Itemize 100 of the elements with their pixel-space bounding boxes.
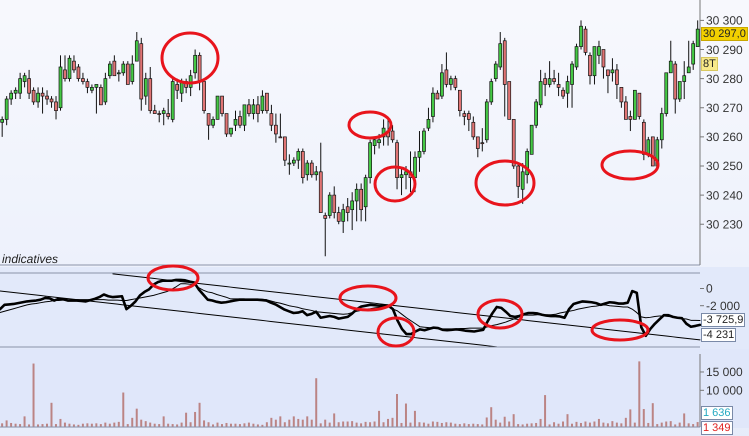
- y-tick-label: 30 270: [706, 101, 744, 116]
- bar: [369, 422, 372, 427]
- bar: [540, 418, 542, 427]
- candlestick: [341, 203, 346, 234]
- bar: [306, 416, 308, 427]
- candlestick: [270, 104, 274, 132]
- bar: [328, 422, 331, 427]
- bar: [324, 420, 326, 427]
- bar: [526, 424, 528, 427]
- annotation: indicatives: [2, 252, 58, 266]
- candlestick: [328, 192, 332, 219]
- text: -4 231: [701, 328, 736, 342]
- bar: [602, 422, 604, 427]
- bar: [90, 424, 93, 427]
- bar: [454, 424, 456, 427]
- bar: [504, 416, 506, 427]
- bar: [553, 422, 556, 427]
- bar: [670, 421, 672, 427]
- candlestick: [350, 192, 354, 231]
- bar: [544, 395, 546, 427]
- bar: [422, 422, 425, 427]
- bar: [68, 424, 70, 427]
- bar: [180, 422, 183, 427]
- bar: [638, 361, 640, 427]
- candlestick: [310, 160, 314, 178]
- bar: [683, 413, 686, 427]
- bar: [387, 418, 390, 427]
- bar: [113, 422, 116, 427]
- bar: [64, 422, 66, 427]
- candlestick: [157, 110, 162, 123]
- bar: [374, 422, 376, 427]
- bar: [494, 420, 497, 427]
- bar: [396, 394, 398, 427]
- candlestick: [377, 133, 381, 150]
- bar: [144, 421, 147, 427]
- bar: [678, 422, 681, 427]
- bar: [136, 408, 138, 427]
- y-tick-label: 30 250: [706, 159, 744, 174]
- bar: [284, 422, 286, 427]
- bar: [292, 416, 295, 427]
- bar: [315, 378, 318, 427]
- bar: [108, 424, 111, 427]
- bar: [185, 412, 188, 427]
- bar: [342, 422, 344, 427]
- bar: [104, 422, 106, 427]
- y-tick-label: 0: [706, 282, 713, 296]
- bar: [409, 422, 412, 427]
- bar: [665, 422, 668, 427]
- bar: [122, 392, 124, 427]
- bar: [472, 424, 474, 427]
- bar: [558, 424, 560, 427]
- bar: [486, 417, 488, 427]
- bar: [194, 412, 196, 427]
- candlestick: [458, 90, 462, 117]
- candlestick: [126, 60, 130, 85]
- bar: [499, 422, 502, 427]
- bar: [512, 414, 515, 427]
- bar: [566, 414, 569, 427]
- bar: [338, 422, 340, 427]
- y-tick-label: 30 280: [706, 72, 744, 86]
- y-tick-label: 15 000: [706, 365, 744, 380]
- bar: [230, 424, 232, 427]
- bar: [629, 409, 632, 427]
- bar: [154, 424, 156, 427]
- text: 1 636: [701, 406, 733, 420]
- bar: [392, 418, 394, 427]
- candlestick: [354, 182, 359, 222]
- bar: [297, 418, 300, 427]
- candlestick: [426, 107, 430, 132]
- candlestick: [130, 54, 134, 85]
- bar: [427, 424, 430, 427]
- bar: [46, 424, 48, 427]
- candlestick: [552, 69, 556, 85]
- candlestick: [480, 128, 484, 152]
- bar: [288, 420, 290, 427]
- y-tick-label: -2 000: [706, 298, 740, 313]
- bar: [346, 422, 349, 427]
- bar: [140, 420, 142, 427]
- bar: [82, 424, 84, 427]
- bar: [616, 422, 618, 427]
- bar: [652, 403, 654, 427]
- bar: [382, 422, 385, 427]
- candlestick: [682, 60, 686, 100]
- bar: [404, 404, 407, 427]
- bar: [270, 418, 272, 427]
- bar: [198, 402, 201, 427]
- candlestick: [332, 186, 336, 219]
- bar: [611, 421, 614, 427]
- bar: [279, 416, 282, 427]
- bar: [266, 422, 268, 427]
- candlestick: [556, 72, 560, 97]
- bar: [167, 424, 170, 427]
- bar: [310, 420, 313, 427]
- bar: [24, 416, 26, 427]
- bar: [378, 410, 380, 427]
- y-tick-label: 30 300: [706, 14, 744, 28]
- bar: [190, 422, 192, 427]
- text: 1 349: [701, 421, 733, 435]
- text: 8T: [701, 57, 718, 72]
- bar: [660, 422, 663, 427]
